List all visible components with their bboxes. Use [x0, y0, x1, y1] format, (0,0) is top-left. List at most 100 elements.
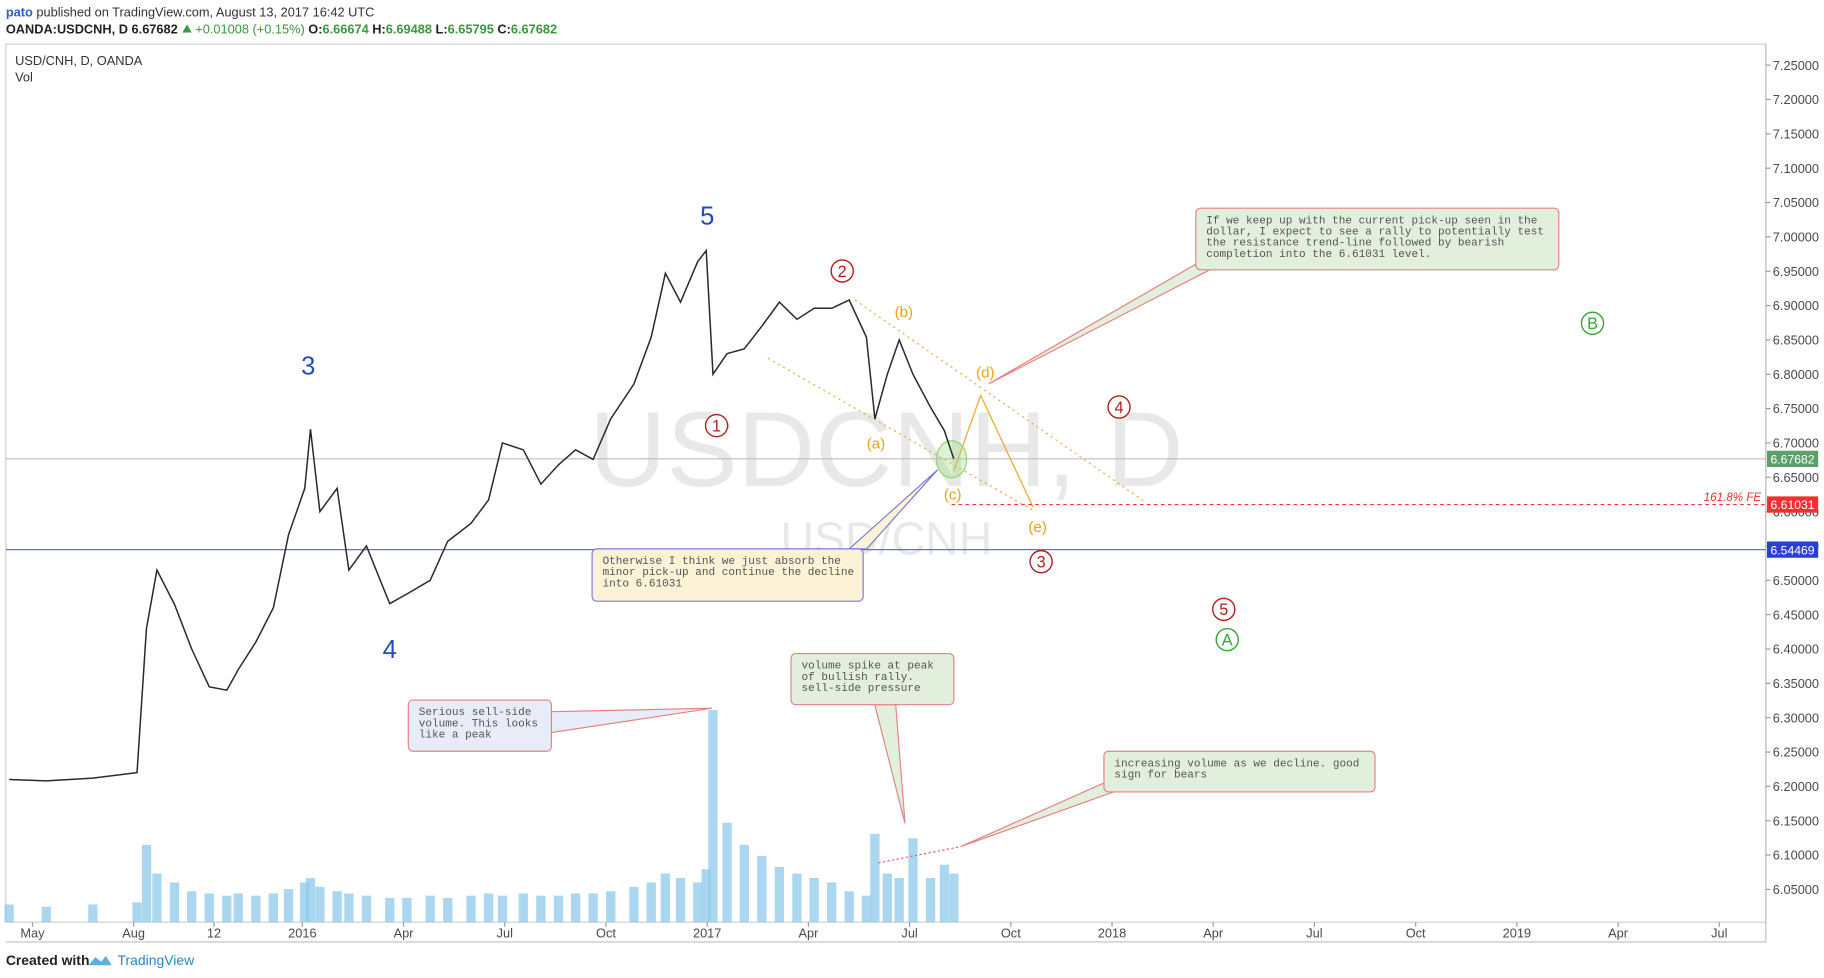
volume-bar [827, 882, 837, 923]
watermark: USDCNH, D [589, 389, 1184, 509]
price-line-series [9, 248, 955, 782]
volume-bar [739, 844, 749, 923]
volume-bar [251, 895, 261, 923]
volume-bar [588, 893, 598, 923]
y-tick-label: 6.95000 [1773, 264, 1819, 279]
volume-bar [570, 893, 581, 923]
ticker-line: OANDA:USDCNH, D 6.67682 +0.01008 (+0.15%… [6, 22, 557, 37]
volume-bar [443, 897, 453, 923]
x-tick-label: Oct [596, 925, 616, 940]
y-tick-label: 6.05000 [1773, 882, 1819, 897]
volume-bar [361, 895, 372, 923]
wave-label: 1 [712, 417, 721, 435]
volume-bar [283, 889, 294, 923]
volume-bar [701, 869, 711, 923]
volume-bar [809, 877, 819, 923]
x-tick-label: 12 [207, 925, 221, 940]
volume-bar [4, 904, 14, 923]
volume-bar [483, 893, 494, 923]
x-tick-label: 2016 [288, 925, 316, 940]
price-tag [1767, 541, 1819, 558]
callout-text: If we keep up with the current pick-up s… [1206, 215, 1537, 227]
volume-bar [870, 833, 880, 923]
footer-created: Created with [6, 952, 90, 968]
volume-bar [882, 873, 892, 923]
callout-text: sell-side pressure [801, 683, 920, 695]
y-tick-label: 6.45000 [1773, 607, 1819, 622]
volume-bar [466, 895, 476, 923]
close: 6.67682 [511, 22, 557, 37]
callout-text: into 6.61031 [603, 578, 683, 590]
volume-bar [939, 864, 950, 923]
volume-bar [708, 710, 718, 923]
volume-bar [675, 877, 686, 923]
callout-box [790, 652, 955, 706]
y-tick-label: 6.90000 [1773, 298, 1819, 313]
y-tick-label: 6.10000 [1773, 848, 1819, 863]
x-tick-label: Apr [798, 925, 819, 940]
wave-label: 3 [1037, 554, 1046, 572]
callout-text: Serious sell-side [419, 707, 532, 719]
plot-layer: 161.8% FE If we keep up with the current … [5, 202, 1766, 848]
callout-text: Otherwise I think we just absorb the [603, 556, 841, 568]
y-tick-label: 7.10000 [1773, 161, 1819, 176]
y-tick-label: 7.00000 [1773, 230, 1819, 245]
wave-label: (b) [895, 304, 913, 321]
wave-circle [1580, 311, 1605, 336]
x-tick-label: 2018 [1098, 925, 1126, 940]
callout-text: volume spike at peak [801, 661, 934, 673]
x-tick-label: Oct [1001, 925, 1021, 940]
last-price: 6.67682 [132, 22, 178, 37]
x-tick-label: Jul [1306, 925, 1322, 940]
wave-label: (c) [944, 487, 962, 504]
callout-text: like a peak [419, 730, 492, 742]
wave-circle [830, 259, 854, 283]
callout-text: the resistance trend-line followed by be… [1206, 238, 1504, 250]
wave-circle [704, 413, 729, 438]
x-tick-label: Apr [1608, 925, 1629, 940]
x-tick-label: Apr [1203, 925, 1224, 940]
x-tick-label: Aug [122, 925, 145, 940]
volume-bar [204, 893, 214, 923]
x-tick-label: May [20, 925, 45, 940]
volume-bar [425, 895, 435, 923]
callout-text: of bullish rally. [801, 672, 914, 684]
footer-brand[interactable]: TradingView [117, 952, 195, 968]
price-tag-label: 6.67682 [1770, 453, 1814, 467]
y-tick-label: 7.05000 [1773, 195, 1819, 210]
volume-bar [894, 877, 904, 923]
volume-bar [553, 895, 564, 923]
wave-label: 3 [301, 352, 315, 380]
up-arrow [182, 24, 192, 33]
callout-box [1103, 750, 1376, 793]
callout-text: volume. This looks [419, 718, 538, 730]
low-label: L: [436, 22, 448, 37]
symbol: OANDA:USDCNH, D [6, 22, 128, 37]
wave-label: B [1587, 315, 1598, 333]
y-tick-label: 7.20000 [1773, 92, 1819, 107]
callout-box [1195, 207, 1560, 271]
change: +0.01008 (+0.15%) [195, 22, 304, 37]
wave-label: 5 [1219, 601, 1228, 619]
volume-trend [878, 846, 961, 864]
x-tick-label: Jul [1711, 925, 1727, 940]
price-tag [1767, 450, 1819, 467]
y-tick-label: 6.80000 [1773, 367, 1819, 382]
y-tick-label: 6.75000 [1773, 401, 1819, 416]
publisher[interactable]: pato [6, 4, 33, 19]
y-tick-label: 6.65000 [1773, 470, 1819, 485]
up-triangle [182, 24, 192, 33]
wave-circle [1029, 549, 1053, 574]
wave-label: (a) [867, 436, 885, 453]
price-tag-label: 6.54469 [1770, 543, 1814, 557]
open: 6.66674 [322, 22, 369, 37]
volume-layer [4, 710, 959, 923]
fe-label: 161.8% FE [1704, 491, 1762, 504]
y-tick-label: 6.20000 [1773, 779, 1819, 794]
volume-bar [41, 906, 51, 923]
y-tick-label: 6.25000 [1773, 745, 1819, 760]
price-tag-label: 6.61031 [1770, 498, 1814, 512]
callout-box [407, 699, 552, 752]
volume-bar [646, 882, 656, 923]
x-tick-label: 2019 [1503, 925, 1531, 940]
